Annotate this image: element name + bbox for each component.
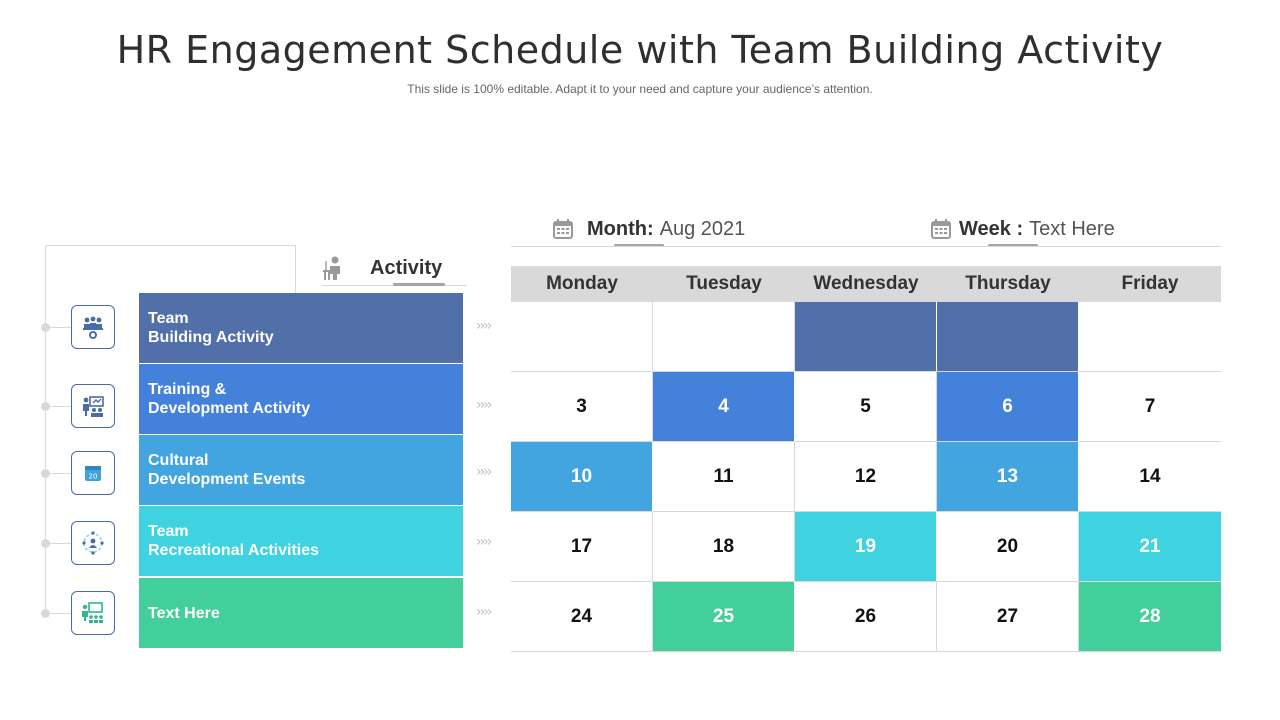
calendar-icon xyxy=(553,219,573,239)
calendar-cell xyxy=(795,302,937,371)
week-header: Week : Text Here xyxy=(931,214,1115,244)
activity-header: Activity xyxy=(322,252,467,284)
tree-connector xyxy=(45,473,71,474)
calendar-cell xyxy=(937,302,1079,371)
svg-text:20: 20 xyxy=(89,473,98,481)
calendar-row: 3 4 5 6 7 xyxy=(511,372,1221,442)
calendar-cell: 4 xyxy=(653,372,795,441)
chevrons-right-icon: ›››› xyxy=(476,397,492,413)
calendar-cell: 27 xyxy=(937,582,1079,651)
activity-team-building: Team Building Activity xyxy=(139,293,463,363)
calendar-row xyxy=(511,302,1221,372)
activity-team-recreational: Team Recreational Activities xyxy=(139,506,463,576)
month-header: Month: Aug 2021 xyxy=(553,214,745,244)
tree-connector xyxy=(45,613,71,614)
chevrons-right-icon: ›››› xyxy=(476,604,492,620)
tree-connector xyxy=(45,406,71,407)
week-label: Week : xyxy=(959,217,1024,240)
calendar-cell: 18 xyxy=(653,512,795,581)
calendar-icon xyxy=(931,219,951,239)
activity-cultural-development: Cultural Development Events xyxy=(139,435,463,505)
tree-line-right xyxy=(295,245,296,293)
activity-label: Activity xyxy=(370,256,443,279)
activity-text-here: Text Here xyxy=(139,578,463,648)
calendar-icon: 20 xyxy=(71,451,115,495)
calendar-cell: 10 xyxy=(511,442,653,511)
week-underline xyxy=(988,244,1038,247)
calendar-cell: 5 xyxy=(795,372,937,441)
calendar-cell: 26 xyxy=(795,582,937,651)
person-desk-icon xyxy=(323,256,340,280)
calendar-cell xyxy=(1079,302,1221,371)
calendar-cell: 24 xyxy=(511,582,653,651)
chevrons-right-icon: ›››› xyxy=(476,464,492,480)
day-header-monday: Monday xyxy=(546,273,618,294)
calendar-cell: 19 xyxy=(795,512,937,581)
month-value: Aug 2021 xyxy=(659,217,746,240)
activity-line2: Building Activity xyxy=(148,329,274,346)
page-subtitle: This slide is 100% editable. Adapt it to… xyxy=(407,82,873,96)
month-label: Month: xyxy=(587,217,654,240)
chevrons-right-icon: ›››› xyxy=(476,318,492,334)
classroom-icon xyxy=(71,591,115,635)
tree-line xyxy=(45,245,46,615)
week-value: Text Here xyxy=(1029,217,1115,240)
calendar-cell: 3 xyxy=(511,372,653,441)
activity-line1: Cultural xyxy=(148,452,209,469)
activity-training-development: Training & Development Activity xyxy=(139,364,463,434)
presentation-icon xyxy=(71,384,115,428)
header-divider xyxy=(511,246,1221,247)
activity-line1: Team xyxy=(148,310,189,327)
tree-line-top xyxy=(45,245,295,246)
month-underline xyxy=(614,244,664,247)
activity-line2: Development Events xyxy=(148,471,306,488)
calendar-cell: 14 xyxy=(1139,465,1161,487)
calendar-cell: 28 xyxy=(1079,582,1221,651)
day-header-friday: Friday xyxy=(1121,273,1179,294)
calendar-cell: 11 xyxy=(653,442,795,511)
activity-line2: Recreational Activities xyxy=(148,542,320,559)
calendar-cell: 12 xyxy=(795,442,937,511)
calendar-row: 10 11 12 13 14 xyxy=(511,442,1221,512)
day-header-tuesday: Tuesday xyxy=(686,273,762,294)
calendar-cell: 20 xyxy=(937,512,1079,581)
activity-line1: Text Here xyxy=(148,604,220,622)
calendar-grid: Monday Tuesday Wednesday Thursday Friday… xyxy=(511,266,1221,652)
calendar-row: 17 18 19 20 21 xyxy=(511,512,1221,582)
calendar-row: 24 25 26 27 28 xyxy=(511,582,1221,652)
activity-underline xyxy=(393,283,445,286)
calendar-cell: 13 xyxy=(937,442,1079,511)
tree-connector xyxy=(45,543,71,544)
calendar-cell: 17 xyxy=(511,512,653,581)
calendar-cell xyxy=(511,302,653,371)
calendar-cell: 7 xyxy=(1144,395,1156,417)
calendar-header-row: Monday Tuesday Wednesday Thursday Friday xyxy=(511,266,1221,302)
page-title: HR Engagement Schedule with Team Buildin… xyxy=(116,28,1164,72)
activity-line1: Team xyxy=(148,523,189,540)
calendar-cell: 6 xyxy=(937,372,1079,441)
chevrons-right-icon: ›››› xyxy=(476,534,492,550)
team-meeting-icon xyxy=(71,305,115,349)
activity-line2: Development Activity xyxy=(148,400,311,417)
tree-connector xyxy=(45,327,71,328)
calendar-cell xyxy=(653,302,795,371)
day-header-wednesday: Wednesday xyxy=(813,273,919,294)
calendar-cell: 21 xyxy=(1079,512,1221,581)
team-circle-icon xyxy=(71,521,115,565)
activity-line1: Training & xyxy=(148,381,227,398)
calendar-cell: 25 xyxy=(653,582,795,651)
day-header-thursday: Thursday xyxy=(965,273,1051,294)
